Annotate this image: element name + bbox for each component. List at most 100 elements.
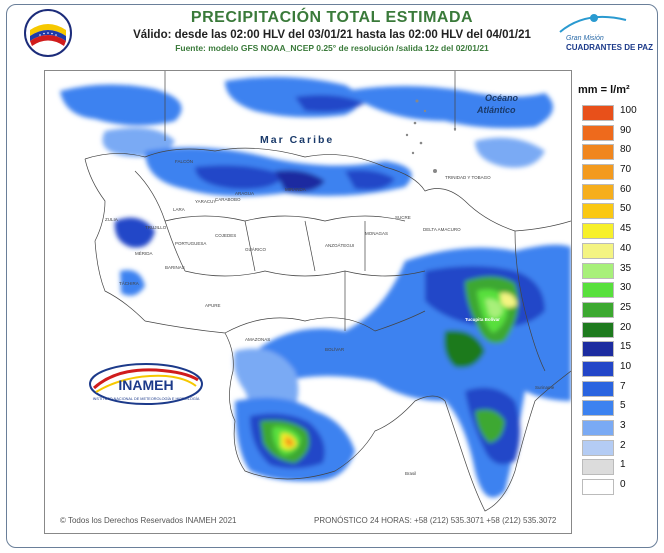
precipitation-map: Mar Caribe Océano Atlántico ZULIA FALCÓN… — [44, 70, 572, 534]
precip-field — [60, 76, 571, 498]
label-cojedes: COJEDES — [215, 233, 236, 238]
legend-value: 25 — [620, 301, 632, 313]
label-sucre: SUCRE — [395, 215, 411, 220]
legend-swatch — [582, 144, 614, 161]
legend-value: 3 — [620, 420, 626, 431]
legend-value: 80 — [620, 144, 632, 156]
label-falcon: FALCÓN — [175, 158, 193, 164]
legend-value: 15 — [620, 341, 632, 353]
islands — [405, 99, 457, 173]
logo-line2: CUADRANTES DE PAZ — [566, 43, 653, 52]
label-yaracuy: YARACUY — [195, 199, 216, 204]
legend-item: 30 — [576, 280, 652, 300]
legend-swatch — [582, 262, 614, 279]
label-delta-amacuro: DELTA AMACURO — [423, 227, 461, 232]
legend-item: 7 — [576, 379, 652, 399]
inameh-logo-text: INAMEH — [118, 377, 173, 393]
legend-swatch — [582, 479, 614, 496]
legend-item: 1 — [576, 457, 652, 477]
label-bolivar: BOLÍVAR — [325, 346, 345, 352]
legend-rows: 100 90 80 70 60 50 45 40 35 30 25 20 15 10 7 5 3 2 1 0 — [576, 103, 652, 497]
legend-value: 2 — [620, 439, 626, 451]
legend-title: mm = l/m² — [578, 84, 630, 96]
label-anzoategui: ANZOÁTEGUI — [325, 242, 354, 248]
legend-value: 35 — [620, 262, 632, 274]
region-labels: ZULIA FALCÓN LARA YARACUY CARABOBO ARAGU… — [105, 158, 555, 476]
inameh-logo-subtitle: INSTITUTO NACIONAL DE METEOROLOGÍA E HID… — [93, 397, 200, 401]
label-miranda: MIRANDA — [285, 187, 306, 192]
map-canvas: Mar Caribe Océano Atlántico ZULIA FALCÓN… — [60, 71, 572, 512]
legend-value: 60 — [620, 183, 632, 195]
legend-swatch — [582, 301, 614, 318]
legend-value: 100 — [620, 105, 637, 116]
label-monagas: MONAGAS — [365, 231, 388, 236]
validity-subtitle: Válido: desde las 02:00 HLV del 03/01/21… — [133, 29, 531, 41]
legend-swatch — [582, 341, 614, 358]
label-atlantico: Atlántico — [476, 105, 516, 115]
label-lara: LARA — [173, 207, 185, 212]
legend-swatch — [582, 105, 614, 121]
legend-swatch — [582, 183, 614, 200]
legend-item: 3 — [576, 418, 652, 438]
legend-value: 50 — [620, 203, 632, 215]
legend-item: 60 — [576, 182, 652, 202]
label-aragua: ARAGUA — [235, 191, 254, 196]
legend-value: 20 — [620, 321, 632, 333]
legend-item: 25 — [576, 300, 652, 320]
legend-value: 1 — [620, 459, 626, 471]
label-brasil: Brasil — [405, 471, 416, 476]
label-guarico: GUÁRICO — [245, 246, 267, 252]
label-tachira: TÁCHIRA — [119, 280, 139, 286]
contact-note: PRONÓSTICO 24 HORAS: +58 (212) 535.3071 … — [314, 516, 557, 525]
legend-item: 2 — [576, 438, 652, 458]
logo-line1: Gran Misión — [566, 35, 604, 42]
legend-swatch — [582, 400, 614, 417]
label-trujillo: TRUJILLO — [145, 225, 167, 230]
government-seal — [18, 8, 78, 58]
legend-value: 90 — [620, 124, 632, 136]
legend-swatch — [582, 124, 614, 141]
legend-swatch — [582, 223, 614, 240]
label-barinas: BARINAS — [165, 265, 185, 270]
legend-item: 80 — [576, 142, 652, 162]
legend-value: 7 — [620, 380, 626, 392]
legend-value: 70 — [620, 164, 632, 176]
legend-item: 10 — [576, 359, 652, 379]
label-suriname: Suriname — [535, 385, 555, 390]
legend-item: 70 — [576, 162, 652, 182]
legend-swatch — [582, 203, 614, 220]
legend-value: 40 — [620, 242, 632, 254]
legend-swatch — [582, 380, 614, 397]
legend-value: 5 — [620, 400, 626, 412]
legend-item: 90 — [576, 123, 652, 143]
map-title: PRECIPITACIÓN TOTAL ESTIMADA — [190, 9, 474, 26]
legend-value: 30 — [620, 282, 632, 294]
legend-swatch — [582, 439, 614, 456]
label-oceano: Océano — [485, 93, 519, 103]
legend-item: 50 — [576, 201, 652, 221]
cuadrantes-de-paz-logo: Gran Misión CUADRANTES DE PAZ — [556, 6, 656, 56]
legend-item: 5 — [576, 398, 652, 418]
legend-swatch — [582, 420, 614, 436]
inameh-logo: INAMEH INSTITUTO NACIONAL DE METEOROLOGÍ… — [86, 360, 206, 408]
precipitation-legend: mm = l/m² 100 90 80 70 60 50 45 40 35 30 25 20 15 10 7… — [576, 84, 652, 497]
legend-value: 0 — [620, 479, 626, 491]
legend-swatch — [582, 360, 614, 377]
legend-item: 35 — [576, 261, 652, 281]
label-trinidad: TRINIDAD Y TOBAGO — [445, 175, 491, 180]
legend-item: 100 — [576, 103, 652, 123]
legend-value: 10 — [620, 360, 632, 372]
label-apure: APURE — [205, 303, 221, 308]
legend-swatch — [582, 242, 614, 259]
label-mar-caribe: Mar Caribe — [260, 134, 334, 146]
borders — [84, 71, 572, 512]
legend-item: 45 — [576, 221, 652, 241]
label-portuguesa: PORTUGUESA — [175, 241, 206, 246]
label-tucupita: Tucupita Bolívar — [465, 317, 500, 322]
legend-value: 45 — [620, 223, 632, 235]
legend-swatch — [582, 164, 614, 181]
label-zulia: ZULIA — [105, 217, 118, 222]
legend-swatch — [582, 321, 614, 338]
label-carabobo: CARABOBO — [215, 197, 241, 202]
legend-item: 20 — [576, 320, 652, 340]
